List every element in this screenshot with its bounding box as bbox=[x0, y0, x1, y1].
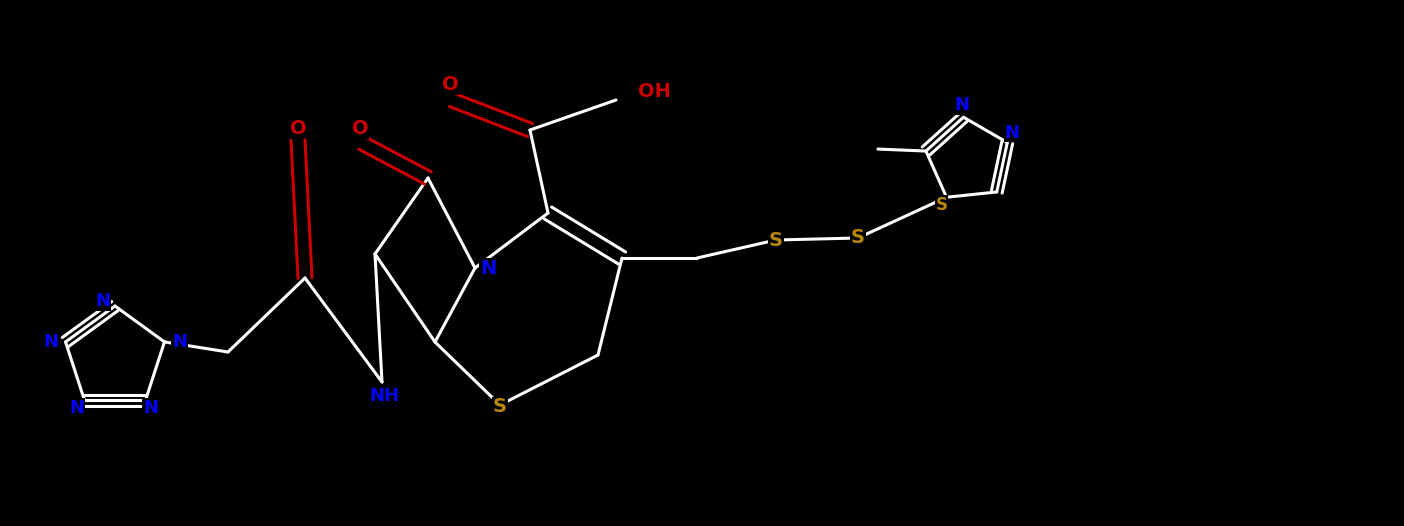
Text: S: S bbox=[769, 230, 783, 249]
Text: S: S bbox=[851, 228, 865, 248]
Text: N: N bbox=[171, 333, 187, 351]
Text: OH: OH bbox=[637, 83, 671, 102]
Text: S: S bbox=[493, 398, 507, 417]
Text: N: N bbox=[44, 333, 58, 351]
Text: N: N bbox=[480, 258, 496, 278]
Text: N: N bbox=[143, 399, 159, 417]
Text: N: N bbox=[953, 96, 969, 114]
Text: O: O bbox=[351, 119, 368, 138]
Text: N: N bbox=[95, 292, 111, 310]
Text: O: O bbox=[289, 118, 306, 137]
Text: N: N bbox=[1005, 124, 1019, 141]
Text: O: O bbox=[442, 76, 458, 95]
Text: NH: NH bbox=[369, 387, 399, 405]
Text: N: N bbox=[69, 399, 84, 417]
Text: S: S bbox=[935, 196, 948, 214]
